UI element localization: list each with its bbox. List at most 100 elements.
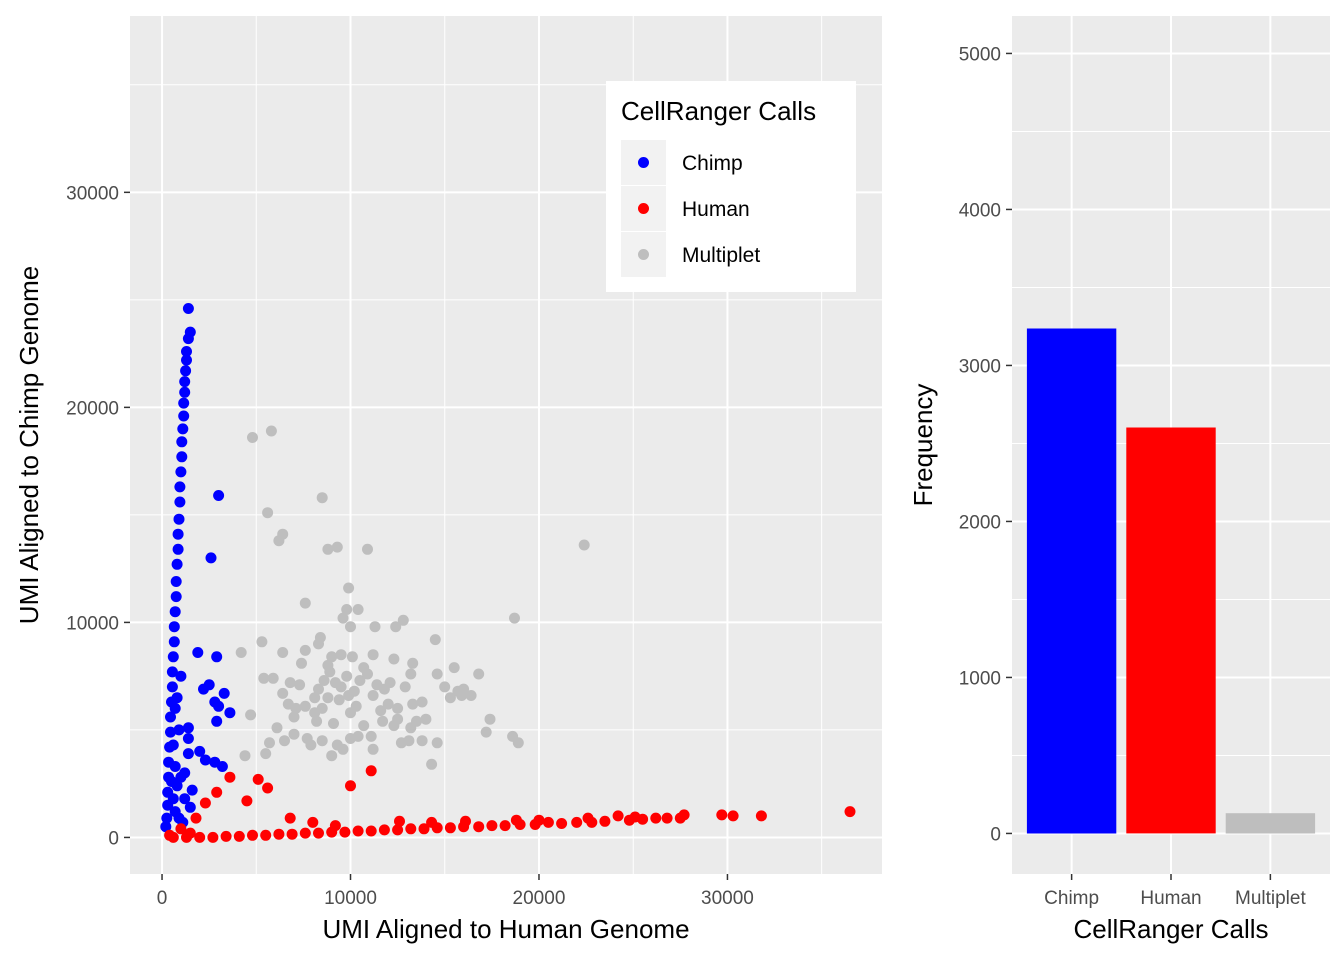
bar-x-tick-label: Human [1140,888,1201,909]
point-human [460,815,471,827]
point-multiplet [371,679,383,691]
point-human [755,810,767,822]
point-multiplet [284,677,296,689]
point-human [473,821,485,833]
bar-y-tick-label: 0 [990,824,1001,845]
series-chimp [160,303,236,833]
point-human [612,810,624,822]
point-human [164,829,176,841]
point-multiplet [311,715,323,727]
point-multiplet [326,750,338,762]
point-multiplet [316,735,328,747]
legend: CellRanger Calls Chimp Human Multiplet [606,81,856,292]
bar-human [1126,427,1216,834]
point-human [224,771,236,783]
point-human [365,825,377,837]
point-multiplet [264,737,275,749]
point-chimp [179,386,191,398]
point-multiplet [313,638,324,650]
point-chimp [179,767,191,779]
point-multiplet [431,737,443,749]
point-chimp [167,739,179,751]
point-multiplet [367,743,379,755]
point-human [444,822,456,834]
point-human [499,820,511,832]
point-chimp [170,576,182,587]
point-multiplet [384,677,396,689]
point-human [233,830,245,842]
point-human [556,818,568,829]
point-multiplet [288,711,300,723]
point-human [571,816,583,828]
point-chimp [203,679,215,691]
point-human [345,780,356,792]
bar-y-tick-label: 5000 [959,44,1001,65]
point-multiplet [354,675,366,686]
point-chimp [224,707,236,719]
point-multiplet [399,681,411,693]
point-human [247,829,258,841]
point-human [299,827,311,839]
point-multiplet [348,685,360,697]
point-multiplet [299,597,311,609]
point-multiplet [277,647,289,658]
point-chimp [169,606,181,618]
bar-x-axis-title: CellRanger Calls [1073,914,1268,944]
point-chimp [178,397,190,409]
point-multiplet [473,668,485,680]
point-multiplet [578,539,590,551]
point-multiplet [377,715,389,727]
point-multiplet [429,634,441,646]
point-chimp [175,466,187,478]
point-multiplet [352,604,364,615]
point-human [365,765,377,777]
point-multiplet [392,702,404,714]
point-multiplet [480,726,492,738]
point-human [211,786,223,798]
series-multiplet [235,425,590,770]
bar-panel: 0 1000 2000 3000 4000 5000 Chimp Human Multiplet… [908,16,1330,944]
point-chimp [167,651,179,663]
point-human [339,826,351,838]
point-human [329,820,341,832]
point-human [175,823,187,835]
point-multiplet [367,649,379,661]
point-human [418,823,430,835]
point-chimp [172,543,184,555]
point-chimp [171,692,183,704]
point-multiplet [277,687,289,699]
point-multiplet [395,737,407,749]
point-human [307,816,319,828]
point-multiplet [341,604,353,615]
legend-marker-multiplet [638,249,649,260]
legend-title: CellRanger Calls [621,96,816,126]
point-multiplet [335,649,347,661]
point-multiplet [258,672,270,684]
point-human [286,828,298,840]
point-multiplet [245,709,257,721]
point-chimp [165,726,176,738]
point-human [273,828,285,840]
point-multiplet [346,651,358,663]
bar-y-tick-label: 3000 [959,356,1001,377]
point-multiplet [416,696,428,708]
point-human [313,827,324,839]
point-multiplet [328,718,339,729]
point-multiplet [326,651,338,663]
bar-y-tick-label: 1000 [959,668,1001,689]
bar-x-tick-label: Chimp [1044,888,1099,909]
point-human [241,795,253,807]
point-human [378,824,390,836]
point-chimp [184,801,196,813]
point-multiplet [335,681,347,693]
point-multiplet [337,612,349,624]
point-chimp [205,552,217,564]
point-multiplet [271,722,283,734]
point-multiplet [509,612,520,624]
point-chimp [213,700,225,712]
point-human [510,814,522,826]
point-chimp [166,681,178,693]
point-chimp [211,715,223,727]
point-human [486,820,498,832]
series-human [164,765,856,843]
